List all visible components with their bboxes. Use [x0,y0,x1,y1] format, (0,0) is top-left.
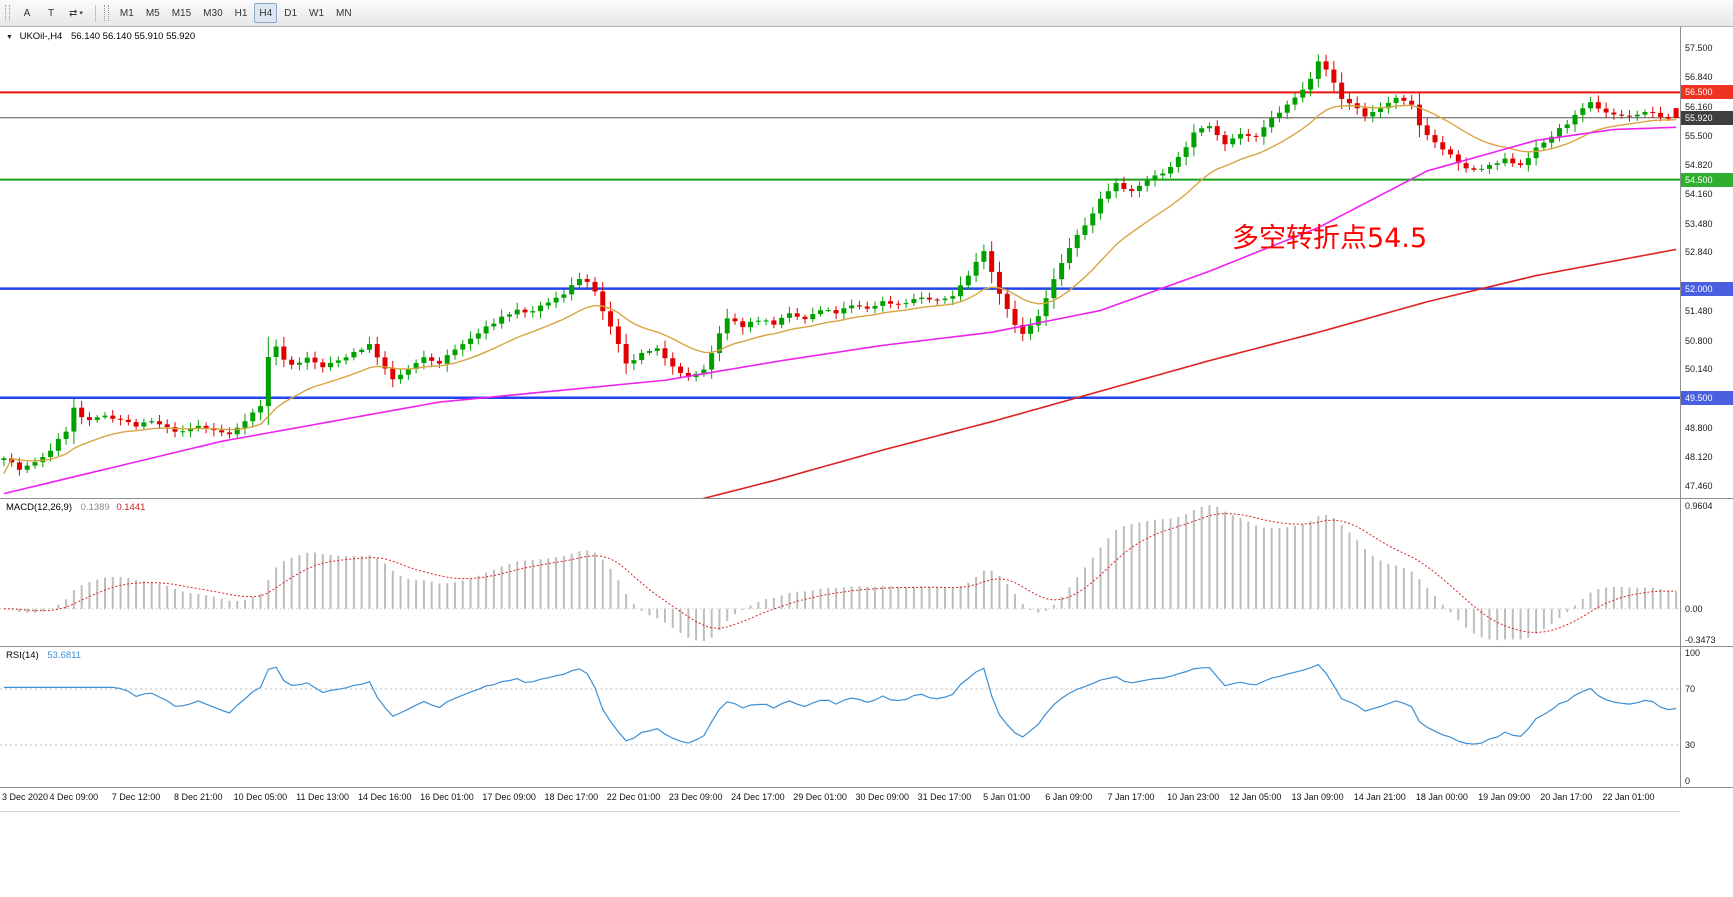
time-label: 7 Jan 17:00 [1107,792,1154,802]
price-tick: 51.480 [1685,306,1713,316]
price-chart-svg[interactable] [0,27,1680,498]
macd-max-tick: 0.9604 [1685,501,1713,511]
time-label: 13 Jan 09:00 [1292,792,1344,802]
time-label: 10 Jan 23:00 [1167,792,1219,802]
level-badge: 52.000 [1681,282,1733,296]
macd-zero-tick: 0.00 [1685,604,1703,614]
rsi-30-tick: 30 [1685,740,1695,750]
level-badge: 49.500 [1681,391,1733,405]
rsi-label: RSI(14) 53.6811 [6,650,81,661]
macd-signal-value: 0.1441 [116,502,145,513]
top-toolbar: A T ⇄ ▾ M1M5M15M30H1H4D1W1MN [0,0,1733,27]
timeframe-m15-button[interactable]: M15 [167,3,196,23]
price-tick: 47.460 [1685,481,1713,491]
cycle-icon: ⇄ [69,8,77,19]
time-label: 29 Dec 01:00 [793,792,847,802]
rsi-svg[interactable] [0,647,1680,787]
chevron-down-icon: ▾ [79,9,83,17]
time-label: 31 Dec 17:00 [918,792,972,802]
annotate-arrow-button[interactable]: A [16,3,38,23]
timeframe-m30-button[interactable]: M30 [198,3,227,23]
price-tick: 56.840 [1685,72,1713,82]
timeframe-group: M1M5M15M30H1H4D1W1MN [114,3,358,23]
ohlc-values: 56.140 56.140 55.910 55.920 [71,31,195,42]
price-tick: 50.800 [1685,336,1713,346]
price-chart-plot[interactable]: ▼ UKOil-,H4 56.140 56.140 55.910 55.920 … [0,27,1680,498]
time-label: 6 Jan 09:00 [1045,792,1092,802]
time-label: 14 Dec 16:00 [358,792,412,802]
time-label: 8 Dec 21:00 [174,792,223,802]
time-label: 20 Jan 17:00 [1540,792,1592,802]
time-label: 12 Jan 05:00 [1229,792,1281,802]
time-label: 30 Dec 09:00 [855,792,909,802]
timeframe-mn-button[interactable]: MN [331,3,357,23]
time-label: 23 Dec 09:00 [669,792,723,802]
price-tick: 55.500 [1685,131,1713,141]
time-label: 24 Dec 17:00 [731,792,785,802]
time-label: 4 Dec 09:00 [50,792,99,802]
time-label: 10 Dec 05:00 [234,792,288,802]
chart-text-annotation[interactable]: 多空转折点54.5 [1232,223,1427,255]
price-axis[interactable]: 57.50056.84056.16055.50054.82054.16053.4… [1680,27,1733,498]
toolbar-separator [95,5,96,22]
macd-svg[interactable] [0,499,1680,646]
time-label: 19 Jan 09:00 [1478,792,1530,802]
timeframe-h1-button[interactable]: H1 [230,3,253,23]
current-price-badge: 55.920 [1681,111,1733,125]
price-tick: 48.120 [1685,452,1713,462]
rsi-panel: RSI(14) 53.6811 100 70 30 0 [0,647,1733,788]
text-label-button[interactable]: T [40,3,62,23]
macd-main-value: 0.1389 [81,502,110,513]
time-label: 18 Dec 17:00 [545,792,599,802]
macd-plot[interactable]: MACD(12,26,9) 0.1389 0.1441 [0,499,1680,646]
level-badge: 54.500 [1681,173,1733,187]
time-label: 22 Dec 01:00 [607,792,661,802]
time-label: 11 Dec 13:00 [296,792,349,802]
toolbar-drag-handle[interactable] [104,5,109,21]
symbol-title: UKOil-,H4 [20,31,63,42]
macd-name: MACD(12,26,9) [6,502,72,513]
trading-terminal-window: A T ⇄ ▾ M1M5M15M30H1H4D1W1MN ▼ UKOil-,H4… [0,0,1733,897]
price-tick: 53.480 [1685,219,1713,229]
rsi-70-tick: 70 [1685,684,1695,694]
cycle-symbols-button[interactable]: ⇄ ▾ [64,3,88,23]
rsi-100-tick: 100 [1685,648,1700,658]
rsi-axis: 100 70 30 0 [1680,647,1733,787]
time-label: 5 Jan 01:00 [983,792,1030,802]
timeframe-m5-button[interactable]: M5 [141,3,165,23]
timeframe-d1-button[interactable]: D1 [279,3,302,23]
one-click-trading-collapse-icon[interactable]: ▼ [6,34,13,41]
time-label: 22 Jan 01:00 [1602,792,1654,802]
macd-axis: 0.9604 0.00 -0.3473 [1680,499,1733,646]
time-label: 3 Dec 2020 [2,792,48,802]
price-tick: 52.840 [1685,247,1713,257]
rsi-plot[interactable]: RSI(14) 53.6811 [0,647,1680,787]
time-label: 16 Dec 01:00 [420,792,474,802]
price-tick: 54.820 [1685,160,1713,170]
time-label: 17 Dec 09:00 [482,792,536,802]
price-tick: 54.160 [1685,189,1713,199]
timeframe-h4-button[interactable]: H4 [254,3,277,23]
price-tick: 57.500 [1685,43,1713,53]
price-chart-panel: ▼ UKOil-,H4 56.140 56.140 55.910 55.920 … [0,27,1733,499]
macd-panel: MACD(12,26,9) 0.1389 0.1441 0.9604 0.00 -0… [0,499,1733,647]
macd-histogram [4,505,1676,641]
time-label: 14 Jan 21:00 [1354,792,1406,802]
time-label: 7 Dec 12:00 [112,792,161,802]
rsi-0-tick: 0 [1685,776,1690,786]
symbol-info[interactable]: ▼ UKOil-,H4 56.140 56.140 55.910 55.920 [6,31,195,42]
bottom-spacer [0,812,1733,897]
time-axis[interactable]: 3 Dec 20204 Dec 09:00 7 Dec 12:00 8 Dec 21… [0,788,1680,812]
macd-label: MACD(12,26,9) 0.1389 0.1441 [6,502,145,513]
toolbar-drag-handle[interactable] [5,5,10,21]
macd-min-tick: -0.3473 [1685,635,1716,645]
timeframe-m1-button[interactable]: M1 [115,3,139,23]
rsi-value: 53.6811 [47,650,81,661]
price-tick: 48.800 [1685,423,1713,433]
price-tick: 50.140 [1685,364,1713,374]
timeframe-w1-button[interactable]: W1 [304,3,329,23]
level-badge: 56.500 [1681,85,1733,99]
time-label: 18 Jan 00:00 [1416,792,1468,802]
rsi-name: RSI(14) [6,650,39,661]
